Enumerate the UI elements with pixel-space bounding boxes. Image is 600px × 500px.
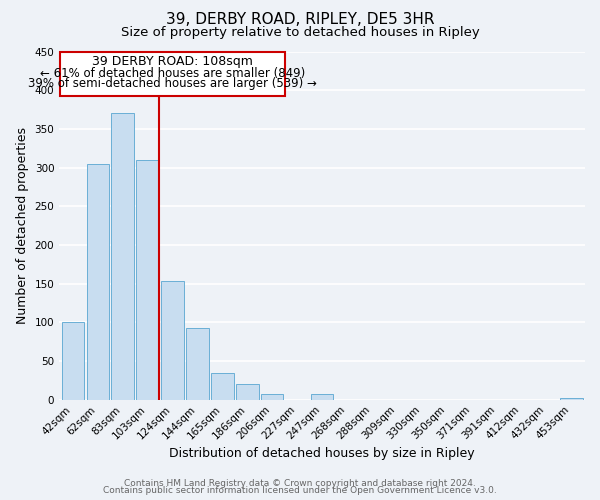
FancyBboxPatch shape	[61, 52, 285, 96]
Text: Size of property relative to detached houses in Ripley: Size of property relative to detached ho…	[121, 26, 479, 39]
Text: Contains HM Land Registry data © Crown copyright and database right 2024.: Contains HM Land Registry data © Crown c…	[124, 478, 476, 488]
Bar	[261, 394, 283, 400]
Bar	[311, 394, 333, 400]
Bar	[86, 164, 109, 400]
Text: ← 61% of detached houses are smaller (849): ← 61% of detached houses are smaller (84…	[40, 67, 305, 80]
Bar	[136, 160, 159, 400]
Bar	[186, 328, 209, 400]
X-axis label: Distribution of detached houses by size in Ripley: Distribution of detached houses by size …	[169, 447, 475, 460]
Bar	[161, 282, 184, 400]
Y-axis label: Number of detached properties: Number of detached properties	[16, 127, 29, 324]
Bar	[236, 384, 259, 400]
Bar	[560, 398, 583, 400]
Text: 39 DERBY ROAD: 108sqm: 39 DERBY ROAD: 108sqm	[92, 56, 253, 68]
Bar	[112, 114, 134, 400]
Text: 39, DERBY ROAD, RIPLEY, DE5 3HR: 39, DERBY ROAD, RIPLEY, DE5 3HR	[166, 12, 434, 28]
Text: Contains public sector information licensed under the Open Government Licence v3: Contains public sector information licen…	[103, 486, 497, 495]
Bar	[211, 372, 233, 400]
Text: 39% of semi-detached houses are larger (539) →: 39% of semi-detached houses are larger (…	[28, 77, 317, 90]
Bar	[62, 322, 84, 400]
